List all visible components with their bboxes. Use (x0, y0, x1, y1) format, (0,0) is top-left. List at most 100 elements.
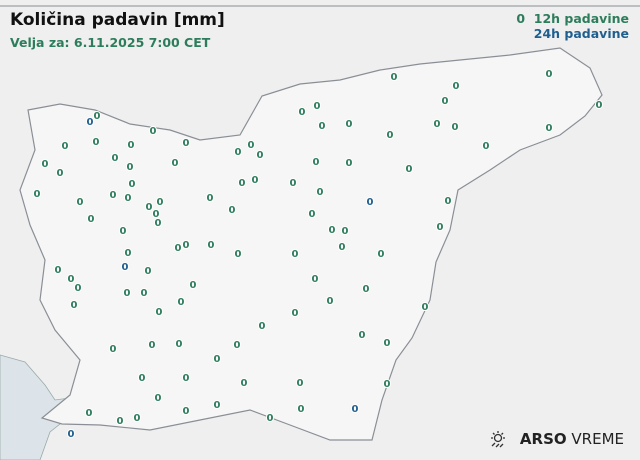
station-value: 0 (319, 121, 326, 132)
station-value: 0 (352, 404, 359, 415)
station-value: 0 (34, 189, 41, 200)
station-value: 0 (406, 164, 413, 175)
station-value: 0 (298, 404, 305, 415)
station-value: 0 (596, 100, 603, 111)
station-value: 0 (235, 249, 242, 260)
station-value: 0 (128, 140, 135, 151)
station-value: 0 (453, 81, 460, 92)
station-value: 0 (452, 122, 459, 133)
station-value: 0 (183, 406, 190, 417)
map-title: Količina padavin [mm] (10, 10, 225, 30)
station-value: 0 (125, 248, 132, 259)
station-value: 0 (313, 157, 320, 168)
station-value: 0 (208, 240, 215, 251)
station-value: 0 (359, 330, 366, 341)
station-value: 0 (363, 284, 370, 295)
station-value: 0 (153, 209, 160, 220)
station-value: 0 (125, 193, 132, 204)
station-value: 0 (175, 243, 182, 254)
station-value: 0 (124, 288, 131, 299)
station-value: 0 (434, 119, 441, 130)
station-value: 0 (234, 340, 241, 351)
station-value: 0 (155, 218, 162, 229)
station-value: 0 (172, 158, 179, 169)
legend: 0 12h padavine 24h padavine (516, 11, 629, 41)
station-value: 0 (317, 187, 324, 198)
slovenia-border (19, 47, 603, 441)
station-value: 0 (110, 344, 117, 355)
station-value: 0 (292, 308, 299, 319)
station-value: 0 (229, 205, 236, 216)
station-value: 0 (112, 153, 119, 164)
station-value: 0 (75, 283, 82, 294)
station-value: 0 (178, 297, 185, 308)
station-value: 0 (149, 340, 156, 351)
station-value: 0 (57, 168, 64, 179)
station-value: 0 (327, 296, 334, 307)
station-value: 0 (290, 178, 297, 189)
station-value: 0 (309, 209, 316, 220)
station-value: 0 (546, 69, 553, 80)
station-value: 0 (422, 302, 429, 313)
station-value: 0 (94, 111, 101, 122)
station-value: 0 (120, 226, 127, 237)
legend-sample: 0 (516, 11, 526, 26)
station-value: 0 (239, 178, 246, 189)
station-value: 0 (312, 274, 319, 285)
station-value: 0 (259, 321, 266, 332)
station-value: 0 (297, 378, 304, 389)
station-value: 0 (346, 119, 353, 130)
station-value: 0 (183, 138, 190, 149)
station-value: 0 (117, 416, 124, 427)
station-value: 0 (292, 249, 299, 260)
station-value: 0 (68, 429, 75, 440)
station-value: 0 (346, 158, 353, 169)
station-value: 0 (93, 137, 100, 148)
station-value: 0 (342, 226, 349, 237)
station-value: 0 (546, 123, 553, 134)
station-value: 0 (299, 107, 306, 118)
station-value: 0 (55, 265, 62, 276)
station-value: 0 (139, 373, 146, 384)
station-value: 0 (248, 140, 255, 151)
station-value: 0 (437, 222, 444, 233)
station-value: 0 (190, 280, 197, 291)
station-value: 0 (150, 126, 157, 137)
valid-time: Velja za: 6.11.2025 7:00 CET (10, 35, 211, 50)
sun-rain-icon (490, 431, 505, 448)
station-value: 0 (87, 117, 94, 128)
station-value: 0 (110, 190, 117, 201)
station-value: 0 (141, 288, 148, 299)
station-value: 0 (157, 197, 164, 208)
station-value: 0 (145, 266, 152, 277)
station-value: 0 (367, 197, 374, 208)
legend-12h-label: 12h padavine (533, 11, 629, 26)
station-value: 0 (155, 393, 162, 404)
station-value: 0 (384, 379, 391, 390)
logo-suffix: VREME (571, 430, 624, 448)
legend-12h: 0 12h padavine (516, 11, 629, 26)
arso-logo: ARSO VREME (488, 430, 624, 448)
logo-brand: ARSO (519, 430, 567, 448)
legend-24h: 24h padavine (533, 26, 629, 41)
station-value: 0 (241, 378, 248, 389)
station-value: 0 (68, 274, 75, 285)
station-value: 0 (214, 400, 221, 411)
station-value: 0 (71, 300, 78, 311)
station-value: 0 (257, 150, 264, 161)
station-value: 0 (387, 130, 394, 141)
station-value: 0 (391, 72, 398, 83)
station-value: 0 (442, 96, 449, 107)
station-value: 0 (183, 240, 190, 251)
station-value: 0 (183, 373, 190, 384)
station-value: 0 (235, 147, 242, 158)
stations-12h: 0 0 0 0 0 0 0 0 0 0 0 0 0 0 0 0 0 0 0 0 0 0 0 0 0 0 0 0 0 0 0 0 0 0 0 0 0 0 0 0… (33, 68, 604, 428)
station-value: 0 (267, 413, 274, 424)
station-value: 0 (129, 179, 136, 190)
station-value: 0 (134, 413, 141, 424)
station-value: 0 (42, 159, 49, 170)
station-value: 0 (314, 101, 321, 112)
station-value: 0 (127, 162, 134, 173)
